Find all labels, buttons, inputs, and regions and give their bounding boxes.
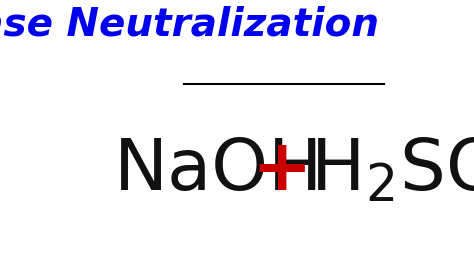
Text: $\mathregular{H_2SO_4}$: $\mathregular{H_2SO_4}$ xyxy=(310,135,474,205)
Text: +: + xyxy=(252,135,312,205)
Text: NaOH: NaOH xyxy=(114,135,323,205)
Text: Acid Base Neutralization: Acid Base Neutralization xyxy=(0,6,380,44)
